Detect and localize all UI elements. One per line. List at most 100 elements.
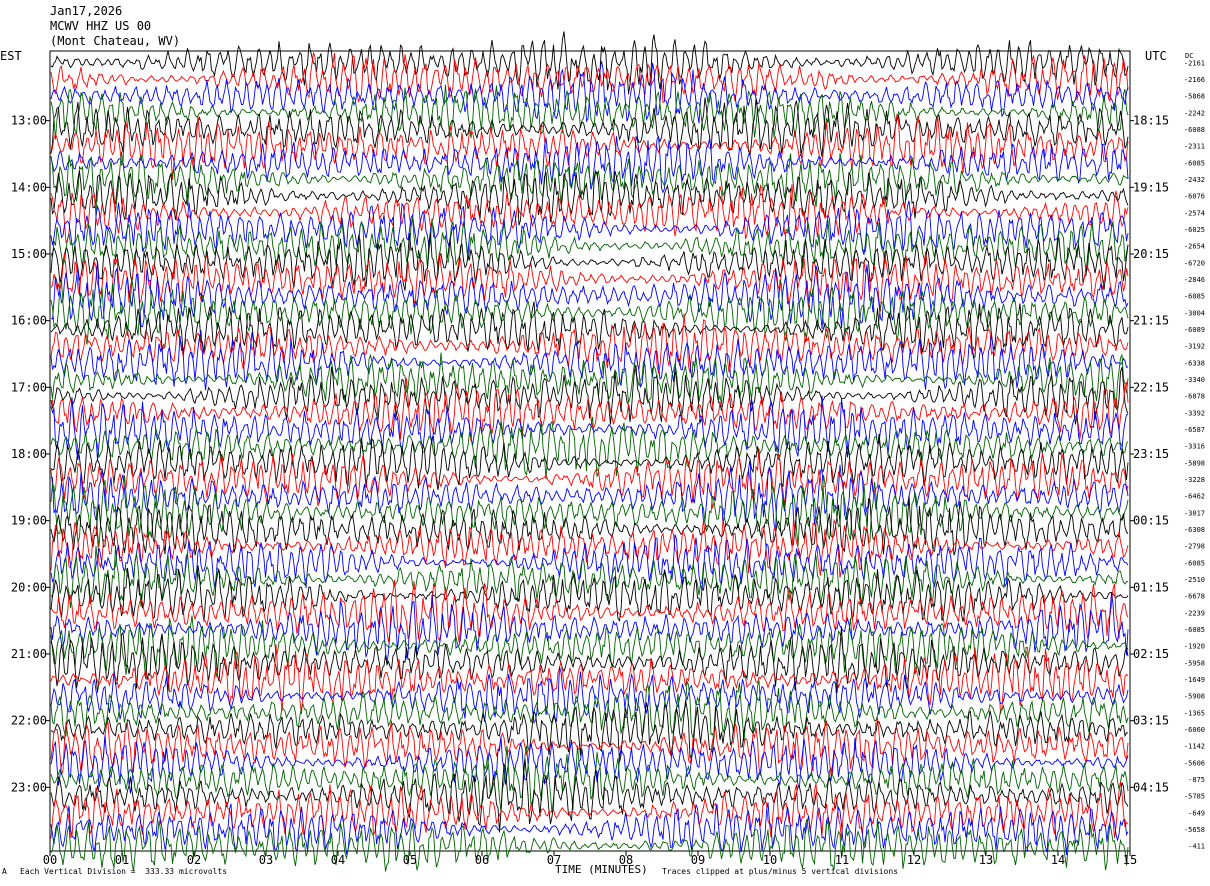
right-hour-label: 22:15 [1133,380,1169,394]
trace-line-6 [50,114,1129,180]
trace-line-45 [50,759,1129,833]
right-hour-label: 18:15 [1133,114,1169,128]
dc-offset-label: -6088 [1184,126,1205,134]
dc-offset-label: -1142 [1184,743,1205,751]
trace-line-37 [50,626,1129,694]
trace-line-12 [50,217,1129,273]
dc-offset-label: -5868 [1184,93,1205,101]
dc-offset-label: -1649 [1184,676,1205,684]
dc-offset-label: -3392 [1184,409,1205,417]
trace-line-44 [50,745,1129,813]
left-hour-label: 23:00 [11,780,47,794]
dc-offset-label: -411 [1188,843,1205,851]
trace-line-48 [50,818,1129,872]
x-tick-label: 08 [619,853,633,867]
trace-line-36 [50,615,1129,679]
right-hour-label: 23:15 [1133,447,1169,461]
dc-offset-label: -649 [1188,809,1205,817]
right-hour-label: 03:15 [1133,714,1169,728]
right-timezone-label: UTC [1145,49,1167,63]
left-hour-label: 20:00 [11,580,47,594]
trace-line-14 [50,251,1129,312]
dc-offset-label: -6720 [1184,259,1205,267]
dc-offset-label: -2846 [1184,276,1205,284]
header-date: Jan17,2026 [50,4,123,18]
header-station: MCWV HHZ US 00 [50,19,152,33]
right-hour-label: 02:15 [1133,647,1169,661]
dc-offset-label: -6060 [1184,726,1205,734]
dc-offset-label: -6085 [1184,159,1205,167]
trace-line-24 [50,416,1129,480]
trace-line-46 [50,781,1129,841]
dc-offset-label: -6085 [1184,626,1205,634]
x-tick-label: 09 [691,853,705,867]
dc-offset-label: -6678 [1184,593,1205,601]
dc-offset-label: -5898 [1184,459,1205,467]
dc-offset-label: -3228 [1184,476,1205,484]
left-hour-label: 18:00 [11,447,47,461]
trace-line-15 [50,260,1129,330]
left-hour-label: 14:00 [11,180,47,194]
trace-line-29 [50,495,1129,556]
plot-frame [49,50,1131,852]
trace-line-5 [50,97,1129,157]
trace-line-40 [50,680,1129,742]
trace-line-41 [50,700,1129,763]
trace-line-35 [50,592,1129,664]
trace-line-8 [50,151,1129,212]
right-hour-label: 21:15 [1133,314,1169,328]
scale-note: Each Vertical Division = 333.33 microvol… [20,867,228,876]
x-tick-label: 00 [43,853,57,867]
trace-line-1 [50,31,1129,95]
trace-line-4 [50,84,1129,140]
x-tick-label: 14 [1051,853,1065,867]
trace-line-27 [50,459,1129,534]
trace-line-2 [50,52,1129,104]
header-location: (Mont Chateau, WV) [50,34,181,48]
trace-line-11 [50,200,1129,255]
dc-offset-label: -6025 [1184,226,1205,234]
dc-offset-label: -2311 [1184,143,1205,151]
trace-line-18 [50,313,1129,374]
dc-offset-label: -2239 [1184,609,1205,617]
trace-line-20 [50,352,1129,409]
dc-offset-label: -6587 [1184,426,1205,434]
x-tick-label: 07 [547,853,561,867]
dc-offset-label: -6462 [1184,493,1205,501]
dc-offset-label: -2798 [1184,543,1205,551]
trace-line-22 [50,378,1129,442]
dc-offset-label: -5658 [1184,826,1205,834]
right-hour-label: 19:15 [1133,180,1169,194]
right-hour-label: 00:15 [1133,514,1169,528]
trace-line-26 [50,448,1129,509]
trace-line-16 [50,279,1129,345]
dc-offset-label: -2432 [1184,176,1205,184]
right-hour-label: 20:15 [1133,247,1169,261]
dc-offset-label: -5908 [1184,693,1205,701]
dc-offset-label: -6085 [1184,293,1205,301]
x-tick-label: 04 [331,853,345,867]
trace-line-21 [50,364,1129,425]
dc-offset-label: -2654 [1184,243,1205,251]
dc-offset-label: -2510 [1184,576,1205,584]
x-tick-label: 02 [187,853,201,867]
left-hour-label: 19:00 [11,514,47,528]
trace-line-13 [50,233,1129,291]
trace-line-9 [50,170,1129,226]
dc-offset-label: -6308 [1184,526,1205,534]
left-hour-label: 13:00 [11,114,47,128]
x-tick-label: 05 [403,853,417,867]
left-hour-label: 17:00 [11,380,47,394]
x-tick-label: 01 [115,853,129,867]
x-tick-label: 15 [1123,853,1137,867]
trace-line-39 [50,666,1129,725]
trace-line-23 [50,395,1129,461]
left-hour-label: 22:00 [11,714,47,728]
dc-offset-label: -3017 [1184,509,1205,517]
dc-label: DC [1185,52,1193,60]
dc-offset-label: -6338 [1184,359,1205,367]
trace-line-10 [50,184,1129,244]
x-tick-label: 10 [763,853,777,867]
corner-mark: A [2,867,7,876]
